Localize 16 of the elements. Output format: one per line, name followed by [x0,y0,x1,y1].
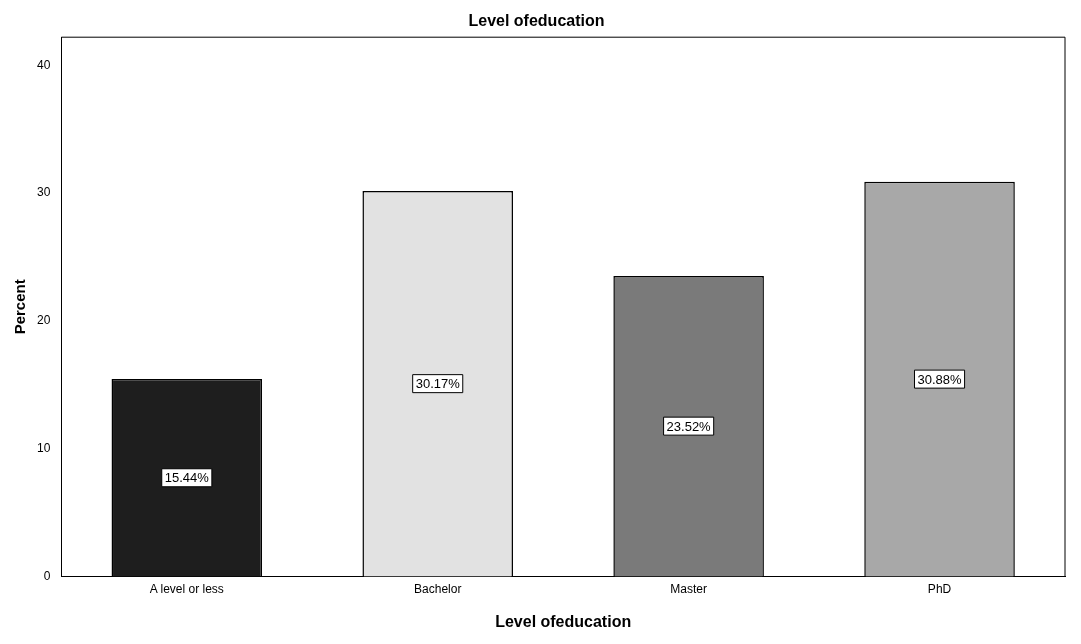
y-tick-label: 0 [43,568,51,583]
y-tick-label: 20 [36,313,51,328]
data-label: 15.44% [164,470,210,486]
data-label: 30.88% [917,371,963,387]
x-tick-label: A level or less [149,581,224,596]
y-tick-label: 40 [36,57,51,72]
data-label: 23.52% [666,418,712,434]
y-tick-label: 10 [36,440,51,455]
chart-title: Level ofeducation [468,12,605,30]
x-tick-label: PhD [927,581,952,596]
y-axis-title: Percent [11,279,29,335]
data-label: 30.17% [415,376,461,392]
x-tick-label: Master [670,581,707,596]
y-tick-label: 30 [36,185,51,200]
x-tick-label: Bachelor [414,581,462,596]
x-axis-title: Level ofeducation [495,612,632,630]
